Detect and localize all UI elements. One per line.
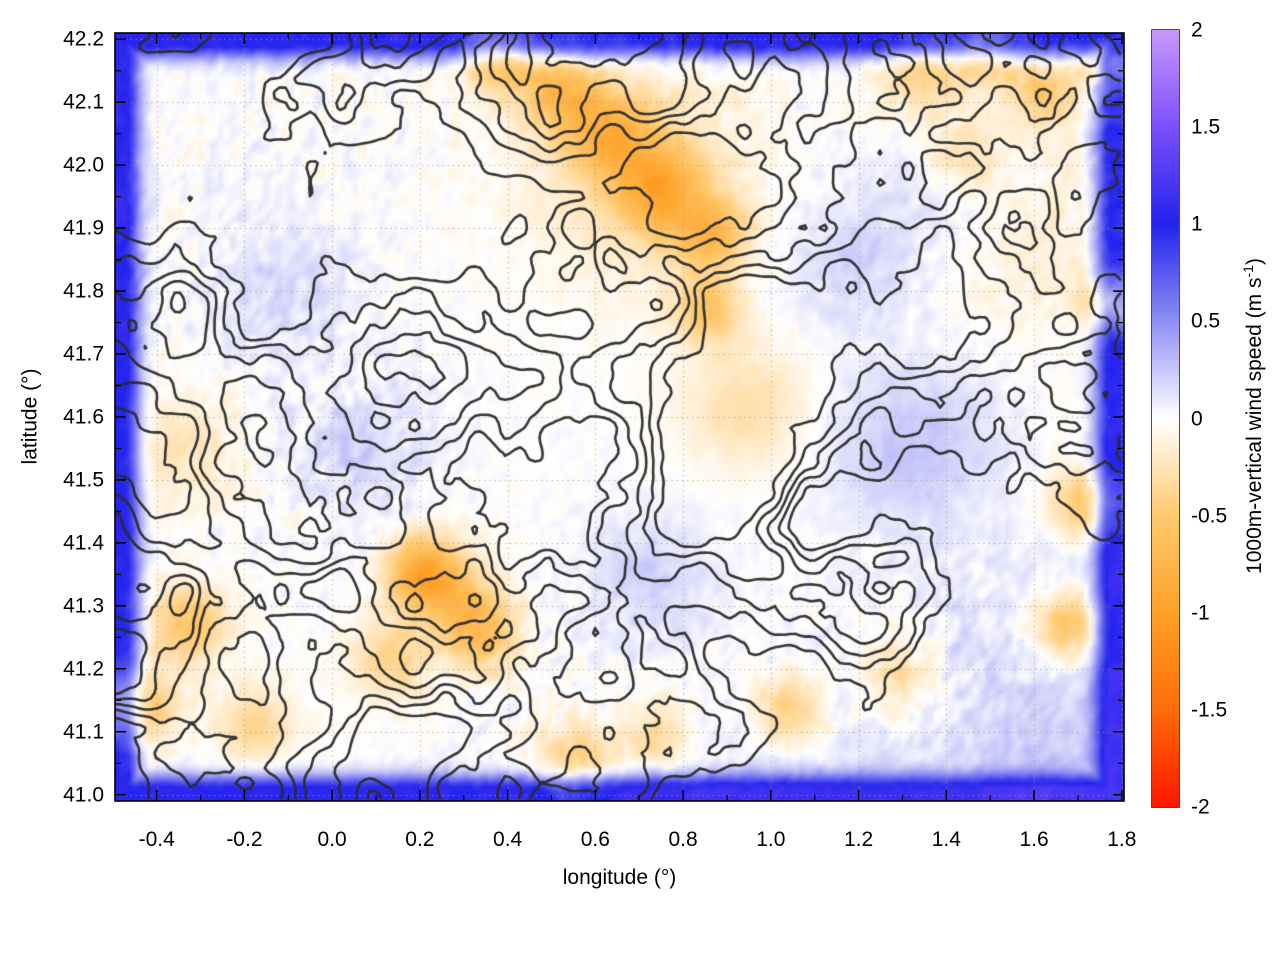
x-tick-label: -0.2 <box>226 828 263 851</box>
y-tick-label: 41.3 <box>63 594 104 618</box>
y-tick-label: 41.1 <box>63 720 104 744</box>
colorbar-tick-label: 1 <box>1191 212 1203 236</box>
x-tick-label: 1.2 <box>843 828 874 851</box>
y-tick-label: 42.0 <box>63 153 104 177</box>
colorbar-label-close: ) <box>1243 258 1266 266</box>
x-tick-label: 1.6 <box>1019 828 1049 851</box>
x-tick-label: 0.6 <box>580 828 610 851</box>
colorbar-tick-label: 1.5 <box>1191 115 1221 139</box>
colorbar-label-sup: -1 <box>1240 265 1256 278</box>
x-tick-label: 0.8 <box>668 828 698 851</box>
colorbar-gradient <box>1152 30 1179 807</box>
x-tick-label: 0.4 <box>493 828 523 851</box>
y-tick-label: 41.7 <box>63 342 104 366</box>
y-tick-label: 42.2 <box>63 27 104 51</box>
x-tick-label: 1.8 <box>1107 828 1137 851</box>
x-tick-label: 0.0 <box>317 828 347 851</box>
y-tick-label: 42.1 <box>63 90 104 114</box>
colorbar-tick-label: -1.5 <box>1191 698 1228 722</box>
y-tick-label: 41.6 <box>63 405 104 429</box>
colorbar-tick-label: -2 <box>1191 795 1210 819</box>
x-tick-label: 0.2 <box>405 828 435 851</box>
x-tick-label: -0.4 <box>138 828 175 851</box>
x-tick-label: 1.4 <box>931 828 961 851</box>
colorbar-tick-label: 0.5 <box>1191 309 1221 333</box>
colorbar-tick-label: 2 <box>1191 18 1203 42</box>
y-tick-label: 41.4 <box>63 531 104 555</box>
y-tick-label: 41.2 <box>63 657 104 681</box>
colorbar-label: 1000m-vertical wind speed (m s-1) <box>1240 216 1266 616</box>
y-tick-label: 41.0 <box>63 783 104 807</box>
y-tick-label: 41.8 <box>63 279 104 303</box>
y-tick-label: 41.9 <box>63 216 104 240</box>
colorbar-tick-label: -1 <box>1191 601 1210 625</box>
y-axis-label: latitude (°) <box>18 368 42 465</box>
colorbar-tick-label: -0.5 <box>1191 504 1228 528</box>
x-tick-label: 1.0 <box>756 828 786 851</box>
heatmap-canvas <box>115 33 1124 801</box>
x-axis-label: longitude (°) <box>562 866 677 889</box>
y-tick-label: 41.5 <box>63 468 104 492</box>
colorbar-tick-label: 0 <box>1191 407 1203 430</box>
colorbar-label-text: 1000m-vertical wind speed (m s <box>1243 277 1266 574</box>
